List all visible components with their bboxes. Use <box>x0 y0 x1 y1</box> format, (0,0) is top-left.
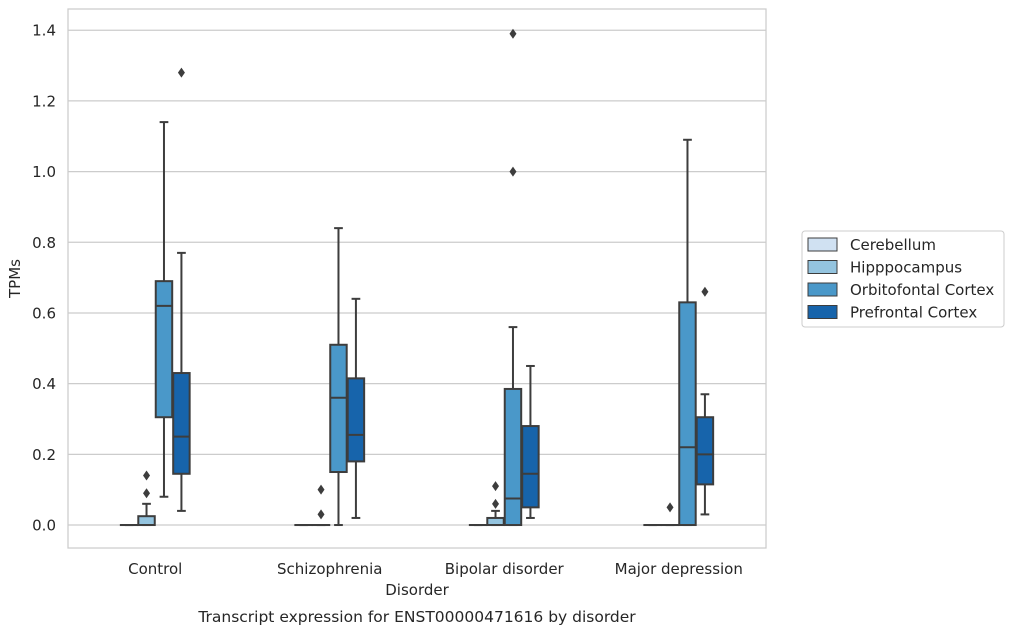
outlier-point <box>492 498 500 509</box>
y-tick-label: 0.4 <box>32 375 56 393</box>
box-body <box>695 416 715 486</box>
box-orbitofontal-cortex-2 <box>503 28 523 527</box>
box-body <box>137 515 156 527</box>
legend-swatch <box>807 305 838 319</box>
box-orbitofontal-cortex-0 <box>154 121 174 498</box>
x-tick-label: Schizophrenia <box>277 560 382 578</box>
legend-label: Prefrontal Cortex <box>850 304 977 322</box>
x-axis-ticks: Control Schizophrenia Bipolar disorder Majo… <box>128 560 743 578</box>
legend: Cerebellum Hipppocampus Orbitofontal Corte… <box>801 230 1005 328</box>
x-tick-label: Major depression <box>615 560 743 578</box>
y-tick-label: 0.2 <box>32 446 56 464</box>
box-prefrontal-cortex-1 <box>346 297 366 519</box>
y-axis-label: TPMs <box>6 259 24 299</box>
box-body <box>329 343 348 474</box>
y-tick-label: 0.8 <box>32 234 56 252</box>
outlier-point <box>317 509 325 520</box>
box-hipppocampus-1 <box>311 484 331 527</box>
y-tick-label: 1.2 <box>32 92 56 110</box>
outlier-point <box>143 470 151 481</box>
legend-swatch <box>807 282 838 297</box>
box-prefrontal-cortex-2 <box>521 364 540 519</box>
outlier-point <box>701 286 709 297</box>
box-body <box>678 301 697 527</box>
box-orbitofontal-cortex-1 <box>329 227 348 527</box>
y-tick-label: 1.0 <box>32 163 56 181</box>
legend-label: Hipppocampus <box>850 259 962 277</box>
box-body <box>172 372 191 475</box>
y-tick-label: 0.6 <box>32 304 56 322</box>
plot-frame <box>67 8 767 549</box>
y-tick-label: 1.4 <box>32 22 56 40</box>
outlier-point <box>509 28 517 39</box>
x-axis-label: Disorder <box>385 581 449 599</box>
outlier-point <box>177 67 185 78</box>
outlier-point <box>317 484 325 495</box>
box-prefrontal-cortex-3 <box>695 286 715 516</box>
x-tick-label: Control <box>128 560 182 578</box>
box-body <box>503 387 523 527</box>
legend-label: Cerebellum <box>850 236 936 254</box>
x-tick-label: Bipolar disorder <box>445 560 565 578</box>
outlier-point <box>143 488 151 499</box>
legend-swatch <box>807 260 838 274</box>
y-tick-label: 0.0 <box>32 517 56 535</box>
boxes <box>119 28 715 527</box>
box-prefrontal-cortex-0 <box>172 67 191 512</box>
y-axis-ticks: 0.0 0.2 0.4 0.6 0.8 1.0 1.2 1.4 <box>32 22 56 535</box>
legend-frame <box>801 230 1005 328</box>
outlier-point <box>509 166 517 177</box>
legend-label: Orbitofontal Cortex <box>850 281 994 299</box>
outlier-point <box>492 481 500 492</box>
box-orbitofontal-cortex-3 <box>678 138 697 527</box>
figure-caption: Transcript expression for ENST0000047161… <box>197 608 636 626</box>
legend-swatch <box>807 237 838 252</box>
box-body <box>346 377 366 463</box>
box-body <box>521 425 540 509</box>
box-hipppocampus-0 <box>137 470 156 527</box>
box-body <box>154 280 174 419</box>
outlier-point <box>666 502 674 513</box>
box-body <box>486 516 505 527</box>
